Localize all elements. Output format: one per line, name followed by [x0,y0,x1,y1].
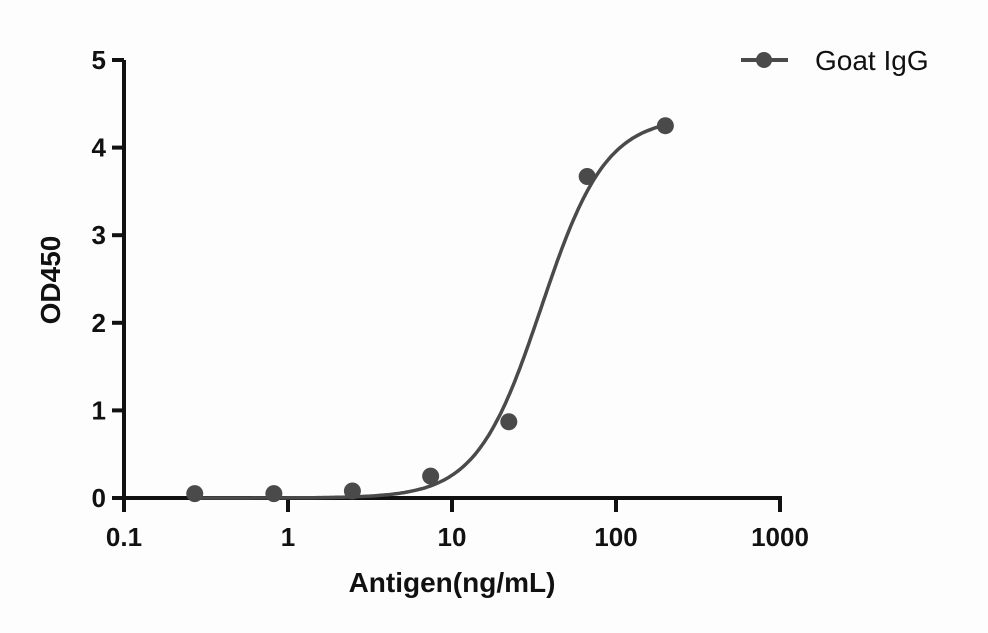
legend: Goat IgG [741,45,929,76]
data-point [265,485,283,503]
x-ticks: 0.1 1 10 100 1000 [106,498,809,552]
x-tick-label: 1 [281,522,295,552]
x-tick-label: 100 [594,522,637,552]
y-axis-title: OD450 [35,236,66,325]
x-tick-label: 10 [438,522,467,552]
y-tick-label: 2 [92,308,106,338]
x-axis-title: Antigen(ng/mL) [349,567,556,598]
data-point [343,482,361,500]
legend-marker-icon [756,52,772,68]
y-ticks: 0 1 2 3 4 5 [92,45,124,513]
y-tick-label: 1 [92,395,106,425]
x-tick-label: 1000 [751,522,809,552]
legend-label: Goat IgG [815,45,929,76]
y-tick-label: 4 [92,133,107,163]
y-tick-label: 5 [92,45,106,75]
data-point [500,413,518,431]
data-point [422,467,440,485]
data-point [578,168,596,186]
y-tick-label: 0 [92,483,106,513]
data-point [656,117,674,135]
y-tick-label: 3 [92,220,106,250]
data-point [186,485,204,503]
fit-curve [194,123,666,500]
x-tick-label: 0.1 [106,522,142,552]
data-points [186,117,674,503]
